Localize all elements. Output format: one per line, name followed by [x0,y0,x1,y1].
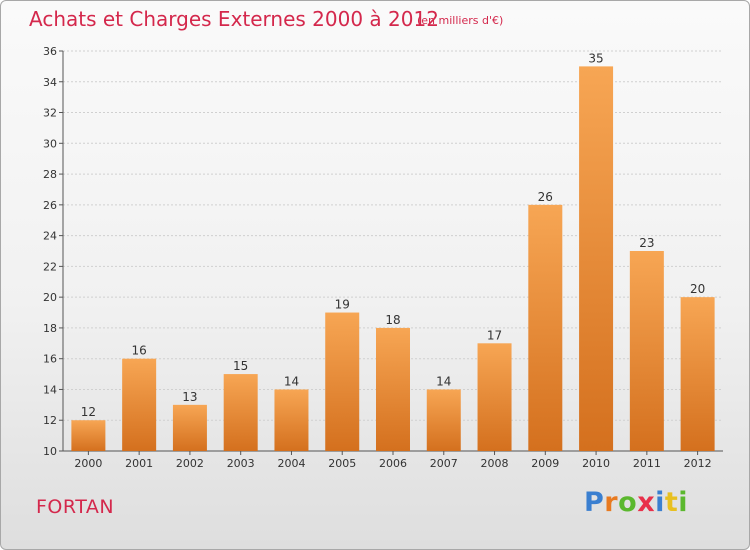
x-tick-label-2004: 2004 [277,457,305,470]
bar-2002 [172,404,207,451]
y-tick-label: 16 [43,353,57,366]
y-tick-label: 10 [43,445,57,458]
value-label-2012: 20 [690,282,705,296]
x-tick-label-2000: 2000 [74,457,102,470]
x-tick-label-2009: 2009 [531,457,559,470]
x-tick-label-2003: 2003 [227,457,255,470]
commune-name: FORTAN [36,496,115,518]
value-label-2000: 12 [81,405,96,419]
data-labels: 12 16 13 15 14 19 18 14 17 26 35 23 20 [81,51,706,419]
logo-letter: i [655,487,665,518]
x-tick-label-2006: 2006 [379,457,407,470]
value-label-2002: 13 [182,390,197,404]
x-tick-label-2001: 2001 [125,457,153,470]
value-label-2009: 26 [538,190,553,204]
bar-2006 [376,327,410,451]
chart-title: Achats et Charges Externes 2000 à 2012 [29,7,439,31]
y-tick-label: 20 [43,291,57,304]
x-tick-label-2012: 2012 [684,457,712,470]
y-tick-label: 34 [43,76,57,89]
bar-2004 [274,389,309,451]
x-tick-label-2007: 2007 [430,457,458,470]
y-tick-label: 22 [43,260,57,273]
bar-2005 [325,312,360,451]
logo-letter: t [664,487,679,518]
y-tick-label: 32 [43,107,57,120]
bar-2008 [477,343,512,451]
bar-2011 [629,251,664,451]
y-tick-label: 12 [43,414,57,427]
bar-2009 [528,204,563,451]
y-tick-label: 24 [43,230,57,243]
y-tick-label: 30 [43,137,57,150]
x-tick-label-2011: 2011 [633,457,661,470]
value-label-2008: 17 [487,328,502,342]
bar-2007 [426,389,461,451]
value-label-2007: 14 [436,374,451,388]
bar-2010 [579,66,614,451]
y-tick-label: 14 [43,383,57,396]
x-tick-label-2008: 2008 [481,457,509,470]
x-tick-label-2010: 2010 [582,457,610,470]
value-label-2001: 16 [132,344,147,358]
value-label-2006: 18 [385,313,400,327]
y-tick-label: 36 [43,45,57,58]
value-label-2010: 35 [588,51,603,65]
logo-letter: r [604,487,619,518]
proxiti-logo[interactable]: Proxiti [584,487,688,518]
bar-2001 [122,358,157,451]
y-tick-label: 28 [43,168,57,181]
bar-2003 [223,374,258,451]
bars [71,66,715,451]
y-tick-label: 18 [43,322,57,335]
value-label-2003: 15 [233,359,248,373]
value-label-2011: 23 [639,236,654,250]
logo-letter: o [618,487,638,518]
value-label-2005: 19 [335,298,350,312]
x-tick-label-2002: 2002 [176,457,204,470]
logo-letter: P [584,487,605,518]
logo-letter: x [637,487,656,518]
logo-letter: i [678,487,689,518]
axes: 10 12 14 16 18 20 22 24 26 28 30 32 34 36 2000 2001 2002… [43,45,723,470]
bar-2000 [71,420,106,451]
chart-unit: (en milliers d'€) [417,14,504,27]
y-tick-label: 26 [43,199,57,212]
value-label-2004: 14 [284,374,299,388]
bar-2012 [680,297,715,451]
x-tick-label-2005: 2005 [328,457,356,470]
